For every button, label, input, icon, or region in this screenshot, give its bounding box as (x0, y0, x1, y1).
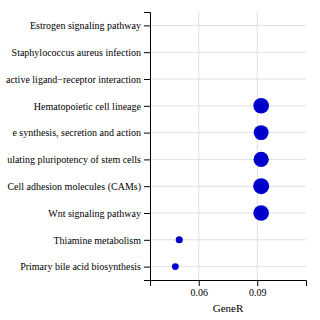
grid-line-y (150, 25, 306, 26)
y-tick-mark (144, 240, 150, 241)
dot (254, 152, 269, 167)
grid-line-y (150, 159, 306, 160)
x-tick-label: 0.09 (249, 287, 267, 298)
y-tick: Cell adhesion molecules (CAMs) (7, 181, 150, 193)
dot (176, 236, 183, 243)
y-tick-mark (144, 267, 150, 268)
grid-line-y (150, 105, 306, 106)
y-tick-mark (144, 25, 150, 26)
y-axis: Estrogen signaling pathway Staphylococcus… (6, 13, 151, 281)
y-tick: ulating pluripotency of stem cells (7, 154, 150, 165)
y-tick-mark (144, 159, 150, 160)
plot: 0.06 0.09 Estrogen signaling pathway Staphy… (6, 12, 307, 314)
y-tick-label: Primary bile acid biosynthesis (20, 261, 141, 272)
dot (254, 125, 269, 140)
y-tick-label: Wnt signaling pathway (48, 208, 141, 219)
y-tick: Thiamine metabolism (54, 235, 150, 246)
x-tick: 0.09 (249, 280, 267, 298)
y-tick: Wnt signaling pathway (48, 208, 150, 219)
x-tick-mark (257, 280, 258, 286)
chart-container: 0.06 0.09 Estrogen signaling pathway Staphy… (0, 0, 320, 320)
y-tick: active ligand−receptor interaction (6, 74, 150, 85)
grid-line-y (150, 52, 306, 53)
x-tick: 0.06 (191, 280, 209, 298)
y-tick-mark (144, 79, 150, 80)
y-tick: Staphylococcus aureus infection (12, 47, 150, 58)
grid-line-y (150, 79, 306, 80)
x-tick-mark (199, 280, 200, 286)
y-tick-label: Estrogen signaling pathway (30, 20, 141, 31)
y-tick: e synthesis, secretion and action (12, 127, 150, 138)
dot (253, 98, 269, 114)
y-tick: Primary bile acid biosynthesis (20, 261, 150, 272)
chart-svg: 0.06 0.09 Estrogen signaling pathway Staphy… (0, 0, 320, 320)
x-tick-label: 0.06 (191, 287, 209, 298)
dot (253, 178, 269, 194)
dot (172, 263, 179, 270)
y-tick-mark (144, 52, 150, 53)
y-tick-mark (144, 186, 150, 187)
y-tick: Hematopoietic cell lineage (34, 101, 150, 112)
y-tick-label: ulating pluripotency of stem cells (7, 154, 141, 165)
y-tick-mark (144, 133, 150, 134)
y-tick-label: Staphylococcus aureus infection (12, 47, 141, 58)
y-tick-label: Thiamine metabolism (54, 235, 142, 246)
grid-line-y (150, 213, 306, 214)
dot (253, 205, 269, 221)
y-tick-mark (144, 213, 150, 214)
y-tick-label: Cell adhesion molecules (CAMs) (7, 181, 141, 193)
x-axis-title: GeneR (213, 302, 244, 314)
grid-line-y (150, 186, 306, 187)
y-tick: Estrogen signaling pathway (30, 20, 150, 31)
x-axis-line (151, 281, 307, 287)
y-tick-label: e synthesis, secretion and action (12, 127, 141, 138)
grid (150, 12, 306, 280)
y-axis-line (144, 13, 151, 281)
grid-line-y (150, 132, 306, 133)
x-axis: 0.06 0.09 (151, 280, 307, 298)
y-tick-label: Hematopoietic cell lineage (34, 101, 142, 112)
grid-line-y (150, 239, 306, 240)
dots (172, 98, 269, 270)
y-tick-label: active ligand−receptor interaction (6, 74, 141, 85)
y-tick-mark (144, 106, 150, 107)
